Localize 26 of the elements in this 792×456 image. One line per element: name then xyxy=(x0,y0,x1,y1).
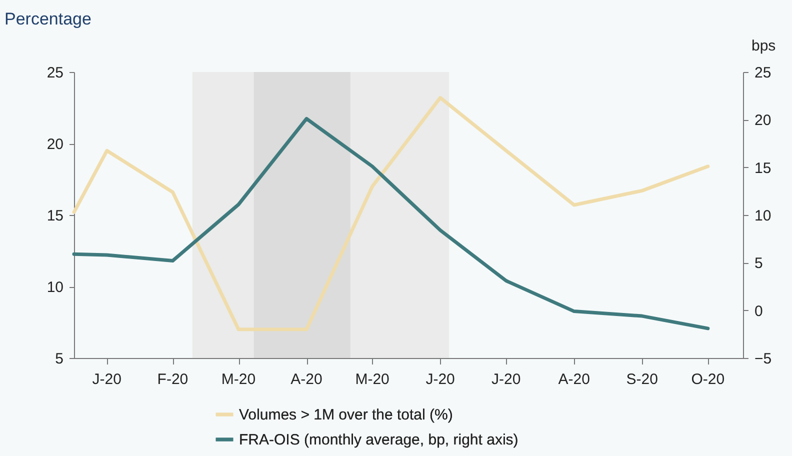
y2-tick-label: −5 xyxy=(754,350,772,368)
y2-tick-label: 25 xyxy=(754,64,772,82)
y-tick-label: 5 xyxy=(55,350,64,368)
x-tick-label: J-20 xyxy=(492,371,521,388)
y2-tick-label: 10 xyxy=(754,208,772,224)
x-tick-label: M-20 xyxy=(221,371,256,388)
x-tick-label: F-20 xyxy=(157,371,188,388)
legend-label: Volumes > 1M over the total (%) xyxy=(239,406,453,424)
x-tick-label: J-20 xyxy=(426,371,455,388)
x-tick-label: A-20 xyxy=(290,371,322,388)
x-tick-label: M-20 xyxy=(355,371,390,388)
y-axis-title: Percentage xyxy=(4,10,92,28)
y-tick-label: 20 xyxy=(46,136,64,153)
legend-label: FRA-OIS (monthly average, bp, right axis) xyxy=(239,432,518,448)
y2-tick-label: 5 xyxy=(754,255,763,272)
x-tick-label: J-20 xyxy=(92,371,122,388)
y2-axis-title: bps xyxy=(752,38,776,54)
x-tick-label: O-20 xyxy=(691,371,725,388)
x-tick-label: S-20 xyxy=(626,371,658,388)
x-tick-label: A-20 xyxy=(558,371,590,388)
y-tick-label: 25 xyxy=(46,64,64,82)
y-tick-label: 10 xyxy=(46,279,64,296)
y2-tick-label: 20 xyxy=(754,112,772,130)
y2-tick-label: 0 xyxy=(754,302,763,320)
y2-tick-label: 15 xyxy=(754,160,772,177)
y-tick-label: 15 xyxy=(46,208,64,224)
